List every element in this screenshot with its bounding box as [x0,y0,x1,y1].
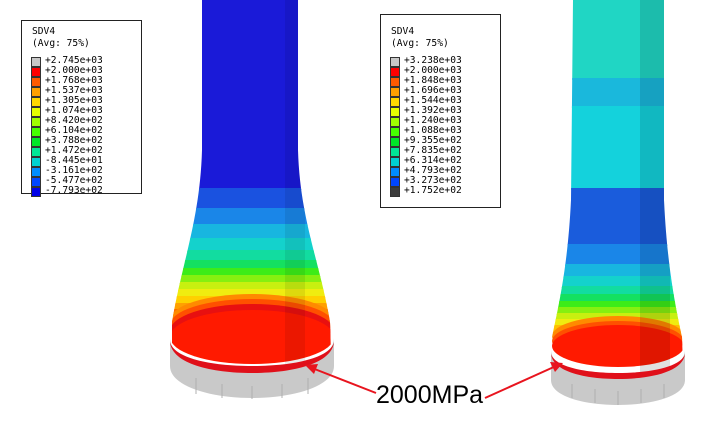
legend-value: +1.088e+03 [404,125,462,136]
legend-variable: SDV4 [391,26,415,37]
legend-value: -3.161e+02 [45,165,103,176]
legend-value: +2.000e+03 [45,65,103,76]
legend-swatch [31,167,41,177]
legend-value: +6.314e+02 [404,155,462,166]
legend-value: -5.477e+02 [45,175,103,186]
legend-swatch [31,137,41,147]
legend-swatch [31,97,41,107]
stress-annotation-label: 2000MPa [376,381,484,409]
legend-value: +6.104e+02 [45,125,103,136]
legend-value: +8.420e+02 [45,115,103,126]
legend-left: SDV4 (Avg: 75%) +2.745e+03 +2.000e+03 +1.7… [21,20,142,197]
legend-value: +1.848e+03 [404,75,462,86]
legend-swatch [31,107,41,117]
left-model [170,0,334,399]
legend-value: +2.000e+03 [404,65,462,76]
legend-value: +3.238e+03 [404,55,462,66]
legend-value: +3.273e+02 [404,175,462,186]
legend-variable: SDV4 [32,26,56,37]
legend-swatch [390,177,400,187]
legend-swatch [390,167,400,177]
legend-value: +3.788e+02 [45,135,103,146]
legend-swatch [31,157,41,167]
legend-swatch [390,127,400,137]
legend-value: +1.305e+03 [45,95,103,106]
legend-swatch [390,187,400,197]
legend-value: +9.355e+02 [404,135,462,146]
legend-value: +1.544e+03 [404,95,462,106]
legend-value: +1.472e+02 [45,145,103,156]
legend-swatch [31,117,41,127]
legend-swatch [31,127,41,137]
legend-swatch [31,187,41,197]
legend-swatch [31,77,41,87]
legend-value: +2.745e+03 [45,55,103,66]
legend-averaging: (Avg: 75%) [32,38,90,49]
legend-swatch [31,57,41,67]
legend-swatch [31,87,41,97]
legend-value: +1.240e+03 [404,115,462,126]
legend-swatch [390,87,400,97]
legend-swatch [31,67,41,77]
legend-value: +1.074e+03 [45,105,103,116]
legend-swatch [390,137,400,147]
legend-swatch [390,117,400,127]
legend-value: +4.793e+02 [404,165,462,176]
legend-value: -7.793e+02 [45,185,103,196]
legend-swatch [390,77,400,87]
legend-swatch [31,177,41,187]
legend-swatch [390,67,400,77]
legend-swatch [390,107,400,117]
right-model [551,0,685,405]
legend-value: -8.445e+01 [45,155,103,166]
legend-right: SDV4 (Avg: 75%) +3.238e+03 +2.000e+03 +1.8… [380,14,501,208]
legend-averaging: (Avg: 75%) [391,38,449,49]
legend-value: +1.752e+02 [404,185,462,196]
legend-swatch [390,57,400,67]
legend-swatch [31,147,41,157]
legend-value: +7.835e+02 [404,145,462,156]
legend-value: +1.696e+03 [404,85,462,96]
annotation-arrows [305,362,563,399]
legend-swatch [390,147,400,157]
legend-value: +1.392e+03 [404,105,462,116]
legend-value: +1.537e+03 [45,85,103,96]
legend-swatch [390,157,400,167]
legend-value: +1.768e+03 [45,75,103,86]
legend-swatch [390,97,400,107]
